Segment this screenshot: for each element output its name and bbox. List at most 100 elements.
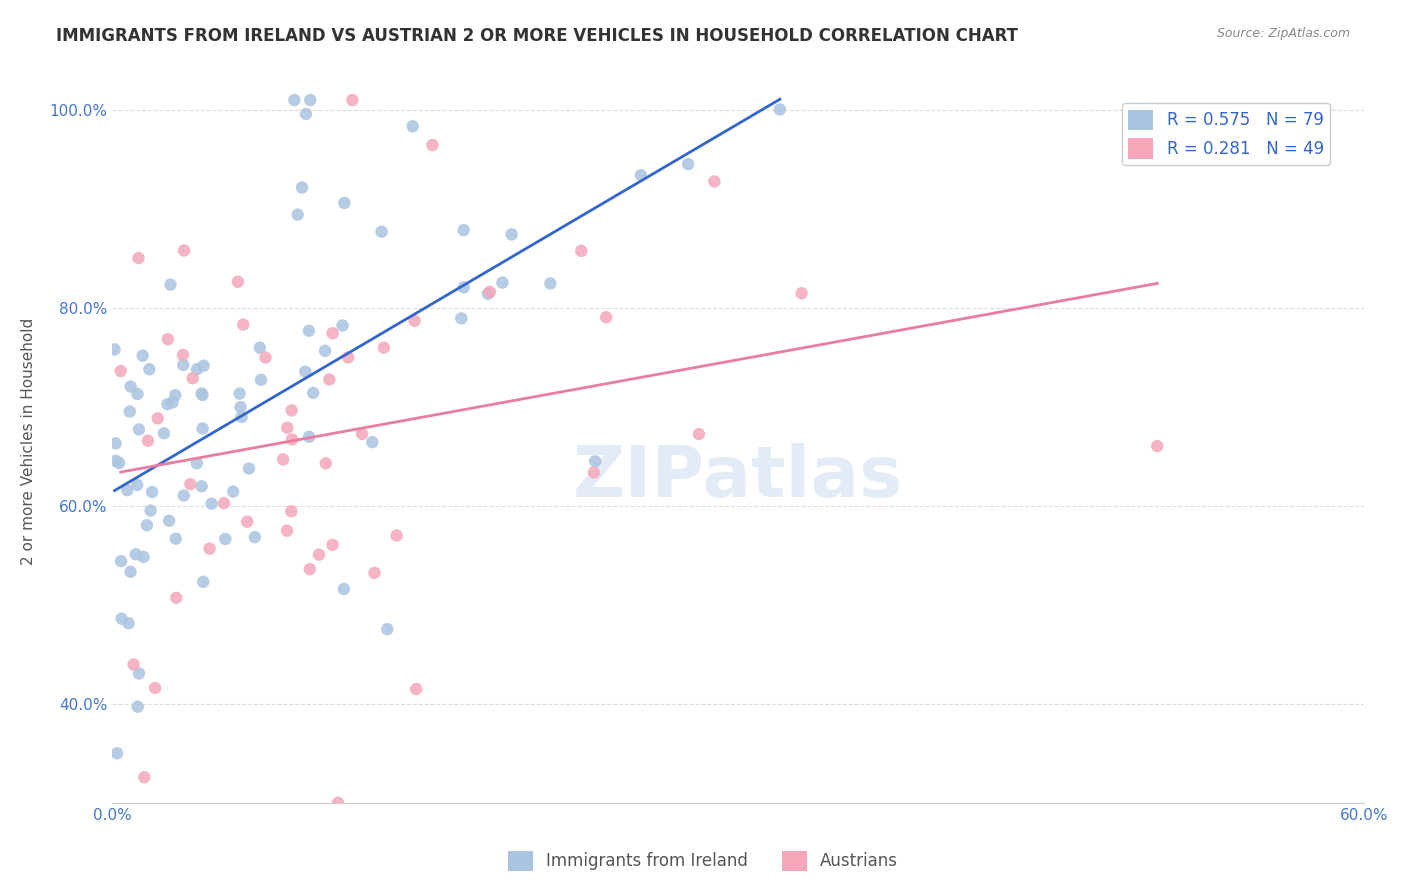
Point: [191, 574, 214, 589]
Point: [131, 349, 153, 363]
Point: [200, 497, 222, 511]
Point: [122, 657, 145, 672]
Point: [280, 504, 302, 518]
Point: [280, 403, 302, 417]
Point: [172, 348, 194, 362]
Point: [478, 285, 501, 299]
Point: [254, 351, 277, 365]
Point: [159, 277, 181, 292]
Point: [318, 372, 340, 386]
Point: [370, 225, 392, 239]
Point: [385, 528, 408, 542]
Point: [226, 275, 249, 289]
Text: Source: ZipAtlas.com: Source: ZipAtlas.com: [1216, 27, 1350, 40]
Point: [156, 332, 179, 346]
Point: [322, 326, 344, 341]
Point: [326, 796, 349, 810]
Point: [315, 456, 337, 470]
Point: [111, 612, 134, 626]
Point: [538, 277, 561, 291]
Text: ZIPatlas: ZIPatlas: [574, 443, 903, 512]
Point: [569, 244, 592, 258]
Point: [127, 387, 149, 401]
Point: [231, 409, 253, 424]
Point: [165, 591, 187, 605]
Point: [243, 530, 266, 544]
Point: [402, 120, 425, 134]
Point: [276, 421, 298, 435]
Point: [238, 461, 260, 475]
Point: [1146, 439, 1168, 453]
Point: [250, 373, 273, 387]
Point: [688, 427, 710, 442]
Legend: R = 0.575   N = 79, R = 0.281   N = 49: R = 0.575 N = 79, R = 0.281 N = 49: [1122, 103, 1330, 165]
Point: [128, 666, 150, 681]
Point: [136, 434, 159, 448]
Point: [117, 616, 139, 631]
Point: [165, 532, 187, 546]
Point: [138, 362, 160, 376]
Point: [108, 456, 131, 470]
Point: [281, 433, 304, 447]
Point: [302, 385, 325, 400]
Point: [332, 318, 354, 333]
Point: [299, 93, 322, 107]
Point: [110, 554, 132, 568]
Point: [453, 223, 475, 237]
Point: [162, 395, 184, 409]
Point: [276, 524, 298, 538]
Point: [363, 566, 385, 580]
Point: [294, 365, 316, 379]
Point: [120, 565, 142, 579]
Legend: Immigrants from Ireland, Austrians: Immigrants from Ireland, Austrians: [508, 851, 898, 871]
Point: [249, 341, 271, 355]
Point: [595, 310, 617, 325]
Point: [173, 489, 195, 503]
Point: [156, 397, 179, 411]
Point: [117, 483, 139, 498]
Point: [228, 386, 250, 401]
Point: [190, 479, 212, 493]
Point: [214, 532, 236, 546]
Point: [186, 362, 208, 376]
Point: [333, 582, 356, 596]
Point: [127, 478, 149, 492]
Point: [405, 681, 427, 696]
Point: [127, 251, 149, 265]
Point: [322, 538, 344, 552]
Point: [501, 227, 523, 242]
Point: [453, 280, 475, 294]
Point: [790, 286, 813, 301]
Point: [769, 103, 792, 117]
Point: [337, 351, 360, 365]
Y-axis label: 2 or more Vehicles in Household: 2 or more Vehicles in Household: [21, 318, 35, 566]
Point: [291, 180, 314, 194]
Point: [103, 343, 125, 357]
Point: [110, 364, 132, 378]
Point: [146, 411, 169, 425]
Point: [375, 622, 398, 636]
Point: [132, 549, 155, 564]
Point: [314, 343, 336, 358]
Point: [491, 276, 513, 290]
Point: [361, 435, 384, 450]
Point: [165, 388, 187, 402]
Point: [287, 208, 309, 222]
Point: [333, 196, 356, 211]
Text: IMMIGRANTS FROM IRELAND VS AUSTRIAN 2 OR MORE VEHICLES IN HOUSEHOLD CORRELATION : IMMIGRANTS FROM IRELAND VS AUSTRIAN 2 OR…: [56, 27, 1018, 45]
Point: [104, 436, 127, 450]
Point: [193, 359, 215, 373]
Point: [283, 93, 305, 107]
Point: [630, 168, 652, 182]
Point: [298, 562, 321, 576]
Point: [104, 454, 127, 468]
Point: [222, 484, 245, 499]
Point: [127, 699, 149, 714]
Point: [229, 400, 252, 414]
Point: [298, 324, 321, 338]
Point: [582, 466, 605, 480]
Point: [232, 318, 254, 332]
Point: [139, 503, 162, 517]
Point: [450, 311, 472, 326]
Point: [125, 547, 148, 561]
